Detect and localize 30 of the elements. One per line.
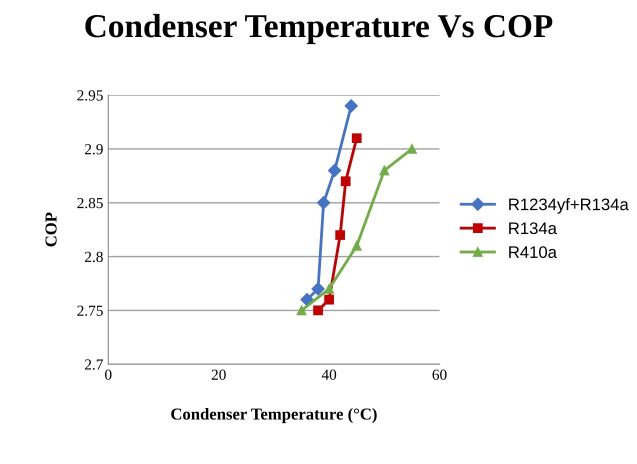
- point: [313, 306, 323, 316]
- legend-label: R1234yf+R134a: [509, 198, 629, 214]
- legend-label: R410a: [509, 246, 557, 258]
- point: [328, 164, 342, 178]
- point: [296, 306, 306, 316]
- point: [344, 99, 358, 112]
- point: [407, 144, 417, 154]
- point: [340, 176, 351, 186]
- x-tick-label: 0: [105, 370, 112, 380]
- y-tick-label: 2.95: [77, 90, 103, 101]
- point: [352, 240, 362, 251]
- chart-title: Condenser Temperature Vs COP: [85, 14, 552, 44]
- point: [379, 166, 390, 176]
- point: [352, 133, 362, 144]
- point: [324, 294, 334, 305]
- y-tick-label: 2.85: [77, 198, 103, 208]
- point: [317, 196, 330, 210]
- x-tick-label: 60: [432, 370, 447, 380]
- y-tick-label: 2.9: [85, 144, 103, 154]
- x-tick-label: 20: [212, 370, 226, 380]
- y-tick-label: 2.75: [77, 306, 103, 316]
- point: [335, 230, 346, 240]
- point: [324, 284, 334, 294]
- y-axis-title: COP: [45, 212, 57, 246]
- y-tick-label: 2.7: [85, 359, 103, 370]
- x-axis-title: Condenser Temperature (°C): [171, 408, 377, 424]
- y-tick-label: 2.8: [85, 252, 103, 262]
- legend-label: R134a: [509, 222, 557, 234]
- x-tick-label: 40: [322, 370, 336, 380]
- point: [311, 282, 325, 296]
